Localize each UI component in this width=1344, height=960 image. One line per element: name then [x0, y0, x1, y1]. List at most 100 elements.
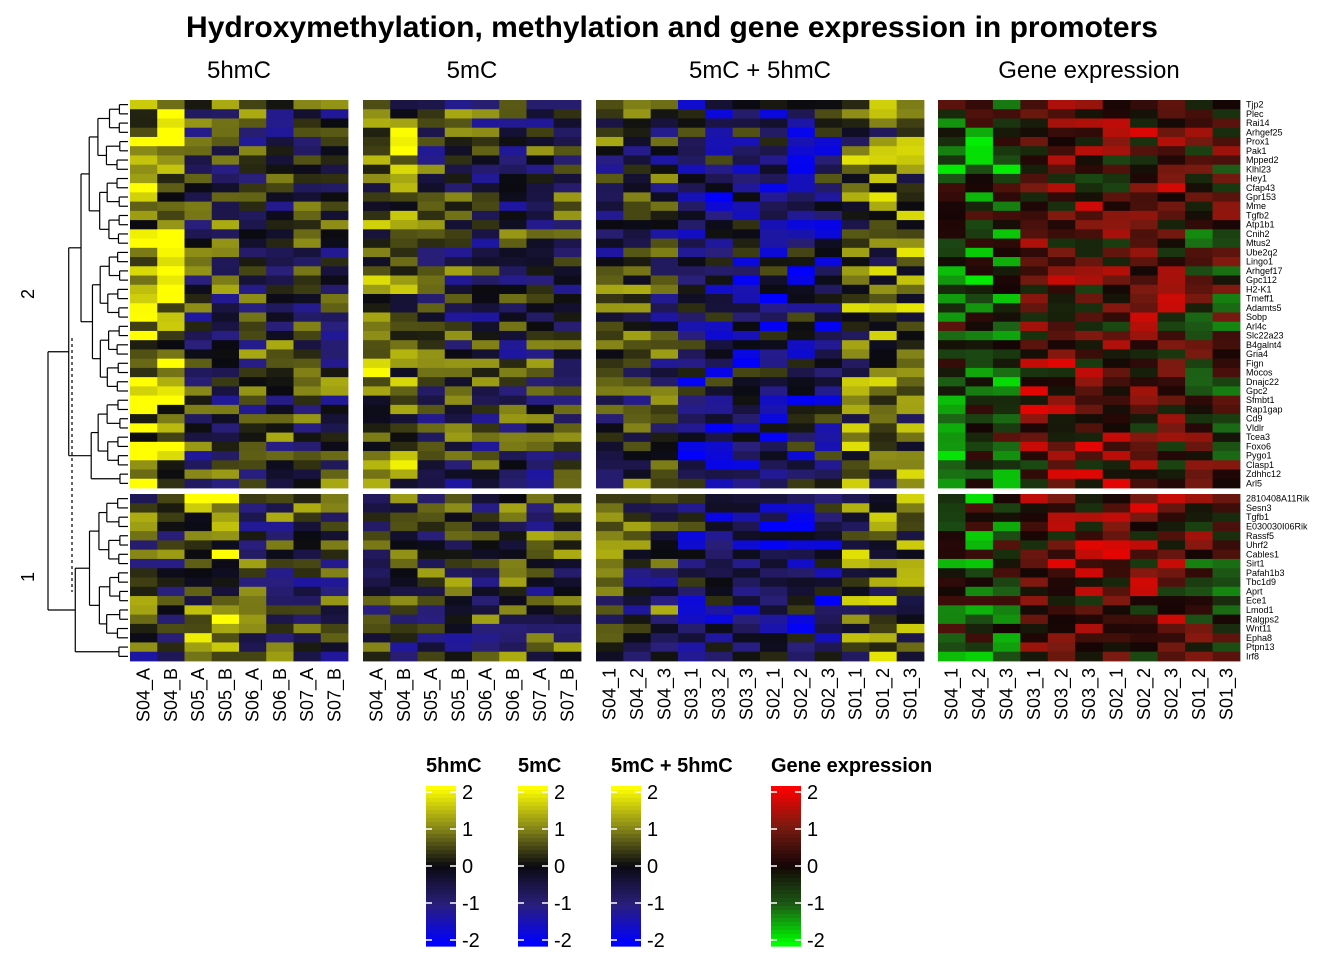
heatmap-cell: [842, 577, 870, 588]
heatmap-cell: [623, 192, 652, 203]
heatmap-cell: [623, 247, 652, 258]
heatmap-cell: [705, 414, 734, 424]
heatmap-cell: [814, 469, 843, 480]
heatmap-cell: [1185, 358, 1213, 369]
heatmap-cell: [293, 614, 322, 625]
heatmap-cell: [1020, 173, 1049, 184]
heatmap-cell: [1075, 155, 1104, 166]
heatmap-cell: [1075, 494, 1104, 504]
heatmap-cell: [760, 549, 788, 560]
heatmap-cell: [390, 266, 418, 276]
heatmap-cell: [553, 330, 582, 341]
heatmap-cell: [444, 549, 473, 560]
heatmap-cell: [596, 155, 624, 166]
heatmap-cell: [1102, 136, 1131, 147]
heatmap-cell: [293, 340, 322, 350]
heatmap-cell: [363, 155, 391, 166]
heatmap-cell: [417, 377, 446, 387]
legend-color-step: [426, 930, 456, 935]
heatmap-cell: [678, 330, 706, 341]
heatmap-cell: [211, 549, 240, 560]
legend-color-step: [771, 802, 801, 807]
heatmap-cell: [814, 118, 843, 129]
heatmap-cell: [938, 183, 966, 193]
heatmap-cell: [184, 596, 213, 606]
heatmap-cell: [390, 330, 418, 341]
legend-color-step: [771, 926, 801, 931]
heatmap-cell: [472, 549, 500, 560]
heatmap-cell: [623, 531, 652, 541]
heatmap-cell: [417, 614, 446, 625]
heatmap-cell: [499, 432, 527, 443]
heatmap-cell: [1157, 210, 1186, 221]
heatmap-cell: [732, 210, 761, 221]
heatmap-cell: [705, 284, 734, 295]
gene-label: Mocos: [1246, 368, 1273, 378]
heatmap-cell: [130, 478, 158, 489]
heatmap-cell: [1047, 568, 1076, 578]
legend-tick-label: 0: [462, 856, 473, 878]
heatmap-cell: [896, 201, 925, 212]
heatmap-cell: [869, 540, 898, 551]
heatmap-cell: [678, 558, 706, 569]
gene-label: Arl4c: [1246, 321, 1267, 331]
legend-color-step: [611, 942, 641, 947]
heatmap-cell: [1020, 303, 1049, 313]
heatmap-cell: [417, 257, 446, 267]
legend-color-step: [611, 934, 641, 939]
heatmap-cell: [184, 266, 213, 276]
heatmap-cell: [814, 340, 843, 350]
heatmap-cell: [417, 247, 446, 258]
heatmap-cell: [842, 330, 870, 341]
heatmap-cell: [1047, 577, 1076, 588]
legend-color-step: [611, 838, 641, 843]
heatmap-cell: [157, 512, 185, 523]
heatmap-cell: [390, 558, 418, 569]
heatmap-cell: [363, 512, 391, 523]
gene-labels: Tjp2PlecRai14Arhgef25Prox1Pak1Mpped2Klhl…: [1246, 100, 1310, 662]
legend-color-step: [426, 870, 456, 875]
heatmap-cell: [266, 512, 294, 523]
heatmap-cell: [157, 478, 185, 489]
column-label: S03_1: [1024, 668, 1045, 720]
heatmap-cell: [760, 651, 788, 662]
heatmap-cell: [896, 469, 925, 480]
heatmap-cell: [623, 127, 652, 138]
heatmap-cell: [526, 164, 555, 175]
heatmap-cell: [678, 568, 706, 578]
heatmap-cell: [1020, 164, 1049, 175]
heatmap-cell: [320, 651, 349, 662]
legend-color-step: [611, 826, 641, 831]
legend-color-step: [611, 854, 641, 859]
heatmap-cell: [553, 377, 582, 387]
heatmap-cell: [992, 605, 1021, 616]
heatmap-cell: [1047, 349, 1076, 360]
heatmap-cell: [1075, 340, 1104, 350]
heatmap-cell: [896, 633, 925, 643]
legend-color-step: [611, 938, 641, 943]
heatmap-cell: [760, 386, 788, 397]
heatmap-cell: [1047, 503, 1076, 513]
heatmap-cell: [842, 512, 870, 523]
heatmap-cell: [1130, 164, 1159, 175]
heatmap-cell: [363, 136, 391, 147]
heatmap-cell: [1185, 494, 1213, 504]
heatmap-cell: [1157, 303, 1186, 313]
heatmap-cell: [526, 460, 555, 470]
heatmap-cell: [499, 512, 527, 523]
heatmap-cell: [363, 494, 391, 504]
heatmap-cell: [596, 183, 624, 193]
column-label: S04_A: [134, 668, 155, 722]
heatmap-cell: [472, 266, 500, 276]
heatmap-cell: [553, 642, 582, 653]
heatmap-cell: [1185, 423, 1213, 433]
legend-color-step: [771, 914, 801, 919]
heatmap-cell: [211, 330, 240, 341]
heatmap-cell: [896, 349, 925, 360]
heatmap-cell: [896, 521, 925, 532]
heatmap-cell: [1212, 312, 1241, 323]
legend-color-step: [771, 794, 801, 799]
heatmap-cell: [965, 512, 994, 523]
heatmap-cell: [760, 395, 788, 406]
heatmap-cell: [965, 349, 994, 360]
